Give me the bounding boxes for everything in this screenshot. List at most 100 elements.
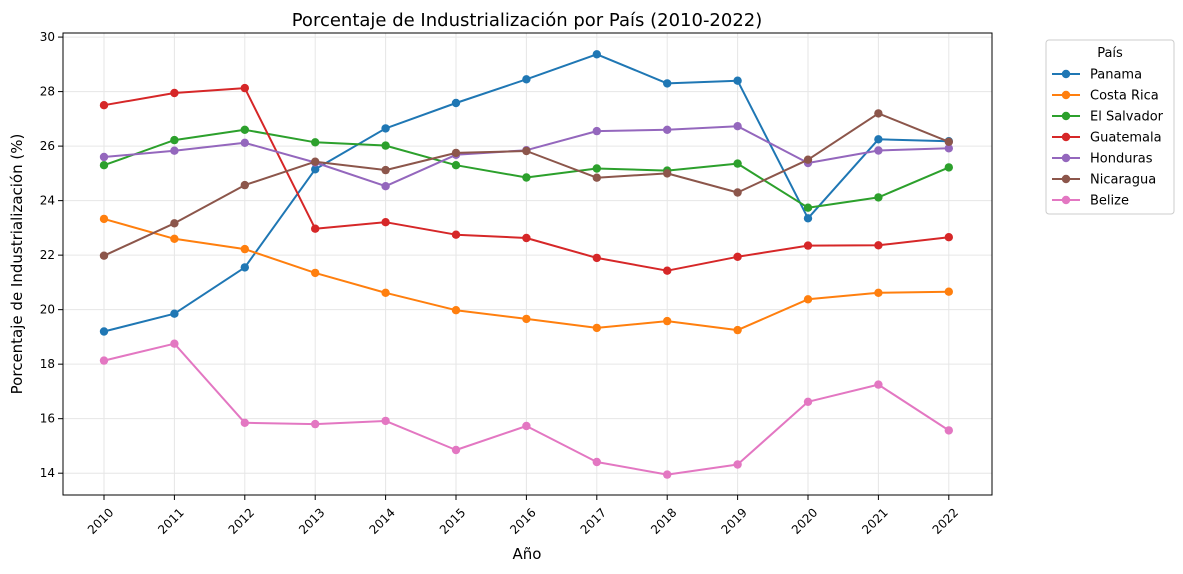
data-point bbox=[451, 306, 461, 315]
data-point bbox=[381, 165, 390, 175]
data-point bbox=[944, 137, 953, 146]
y-axis-label: Porcentaje de Industrialización (%) bbox=[8, 134, 26, 395]
ticks: 2010 2011 2012 2013 2014 2015 2016 2017 2018 2019… bbox=[40, 30, 961, 537]
data-point bbox=[451, 445, 461, 455]
data-point bbox=[240, 244, 249, 254]
data-point bbox=[240, 263, 249, 272]
x-axis-label: Año bbox=[513, 545, 542, 563]
series-nicaragua bbox=[99, 109, 953, 260]
data-point bbox=[663, 125, 672, 134]
legend-item: Panama bbox=[1052, 68, 1142, 83]
y-tick-label: 22 bbox=[40, 248, 55, 262]
y-tick-label: 18 bbox=[40, 357, 55, 371]
x-tick-label: 2011 bbox=[155, 505, 186, 536]
data-point bbox=[522, 75, 531, 84]
data-point bbox=[170, 88, 179, 98]
legend-item: Nicaragua bbox=[1052, 173, 1156, 188]
data-point bbox=[874, 146, 883, 155]
data-point bbox=[240, 83, 249, 93]
data-point bbox=[311, 224, 320, 233]
y-tick-label: 30 bbox=[40, 30, 55, 44]
legend-label: Panama bbox=[1090, 68, 1142, 83]
data-point bbox=[592, 126, 601, 136]
legend-label: Costa Rica bbox=[1090, 89, 1159, 104]
legend-swatch-marker bbox=[1061, 90, 1071, 100]
legend-item: El Salvador bbox=[1052, 110, 1164, 125]
x-tick-label: 2012 bbox=[226, 505, 257, 536]
data-point bbox=[311, 268, 320, 278]
data-point bbox=[803, 295, 813, 304]
y-tick-label: 26 bbox=[40, 139, 55, 153]
data-point bbox=[99, 327, 109, 336]
data-point bbox=[381, 141, 390, 150]
data-point bbox=[944, 163, 953, 172]
x-tick-label: 2019 bbox=[718, 505, 749, 536]
legend-title: País bbox=[1097, 46, 1123, 61]
data-point bbox=[522, 314, 531, 324]
data-point bbox=[803, 241, 813, 250]
data-point bbox=[733, 76, 742, 85]
series-panama bbox=[99, 50, 953, 336]
y-tick-label: 14 bbox=[40, 466, 55, 480]
x-tick-label: 2017 bbox=[578, 505, 609, 536]
data-point bbox=[451, 230, 461, 239]
data-point bbox=[99, 251, 109, 260]
data-point bbox=[944, 233, 953, 242]
data-point bbox=[381, 182, 390, 191]
data-point bbox=[170, 135, 179, 145]
data-point bbox=[99, 356, 109, 365]
data-point bbox=[240, 125, 249, 134]
legend-box bbox=[1045, 39, 1175, 215]
data-point bbox=[170, 339, 179, 348]
x-tick-label: 2016 bbox=[507, 505, 538, 536]
legend-swatch-marker bbox=[1061, 153, 1071, 163]
data-point bbox=[592, 253, 601, 263]
x-tick-label: 2014 bbox=[366, 505, 397, 536]
data-point bbox=[522, 146, 531, 156]
data-point bbox=[874, 135, 883, 144]
legend-label: Honduras bbox=[1090, 152, 1153, 167]
data-point bbox=[944, 426, 953, 435]
legend-label: Guatemala bbox=[1090, 131, 1162, 146]
data-point bbox=[592, 164, 601, 173]
data-point bbox=[381, 416, 390, 426]
data-point bbox=[592, 50, 601, 59]
legend: País Panama Costa Rica El Salvador Guatemal… bbox=[1045, 39, 1175, 215]
data-point bbox=[522, 173, 531, 182]
series-el-salvador bbox=[99, 125, 953, 212]
legend-label: Nicaragua bbox=[1090, 173, 1156, 188]
data-point bbox=[170, 219, 179, 228]
plot-frame bbox=[62, 32, 993, 496]
data-point bbox=[451, 148, 461, 158]
data-point bbox=[381, 218, 390, 227]
data-point bbox=[99, 101, 109, 110]
data-point bbox=[874, 109, 883, 118]
data-point bbox=[311, 419, 320, 429]
legend-swatch-marker bbox=[1061, 69, 1071, 79]
legend-item: Belize bbox=[1052, 194, 1129, 209]
data-point bbox=[944, 287, 953, 296]
data-point bbox=[803, 203, 813, 212]
chart-title: Porcentaje de Industrialización por País… bbox=[292, 10, 763, 31]
data-point bbox=[170, 234, 179, 243]
x-tick-label: 2010 bbox=[85, 505, 116, 536]
data-point bbox=[451, 98, 461, 108]
data-point bbox=[874, 193, 883, 202]
data-point bbox=[451, 161, 461, 170]
data-point bbox=[240, 418, 249, 427]
data-point bbox=[733, 188, 742, 197]
data-point bbox=[99, 161, 109, 170]
x-tick-label: 2018 bbox=[648, 505, 679, 536]
data-point bbox=[99, 214, 109, 224]
series-costa-rica bbox=[99, 214, 953, 335]
data-point bbox=[803, 397, 813, 406]
data-point bbox=[874, 288, 883, 297]
series-belize bbox=[99, 339, 953, 479]
data-point bbox=[733, 159, 742, 168]
x-tick-label: 2020 bbox=[789, 505, 820, 536]
legend-item: Honduras bbox=[1052, 152, 1153, 167]
data-point bbox=[522, 233, 531, 243]
x-tick-label: 2015 bbox=[437, 505, 468, 536]
data-point bbox=[733, 122, 742, 131]
data-point bbox=[522, 421, 531, 431]
